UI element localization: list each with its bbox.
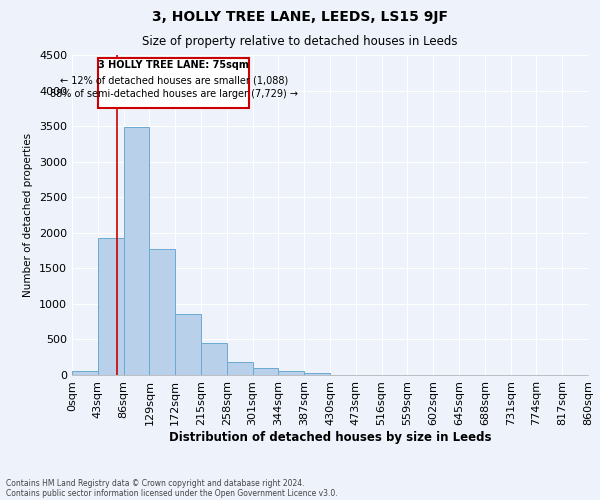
Bar: [98, 58, 249, 108]
Text: Contains public sector information licensed under the Open Government Licence v3: Contains public sector information licen…: [6, 488, 338, 498]
Bar: [149, 249, 175, 375]
Text: Contains HM Land Registry data © Crown copyright and database right 2024.: Contains HM Land Registry data © Crown c…: [6, 478, 305, 488]
X-axis label: Distribution of detached houses by size in Leeds: Distribution of detached houses by size …: [169, 430, 491, 444]
Bar: [72, 372, 98, 375]
Bar: [278, 371, 304, 375]
Bar: [304, 373, 330, 375]
Text: 3, HOLLY TREE LANE, LEEDS, LS15 9JF: 3, HOLLY TREE LANE, LEEDS, LS15 9JF: [152, 10, 448, 24]
Text: Size of property relative to detached houses in Leeds: Size of property relative to detached ho…: [142, 35, 458, 48]
Text: 3 HOLLY TREE LANE: 75sqm: 3 HOLLY TREE LANE: 75sqm: [98, 60, 249, 70]
Bar: [175, 314, 201, 375]
Bar: [227, 362, 253, 375]
Bar: [201, 343, 227, 375]
Bar: [98, 238, 124, 375]
Bar: [124, 127, 149, 375]
Y-axis label: Number of detached properties: Number of detached properties: [23, 133, 34, 297]
Bar: [253, 368, 278, 375]
Text: 88% of semi-detached houses are larger (7,729) →: 88% of semi-detached houses are larger (…: [50, 90, 298, 100]
Text: ← 12% of detached houses are smaller (1,088): ← 12% of detached houses are smaller (1,…: [59, 76, 288, 86]
